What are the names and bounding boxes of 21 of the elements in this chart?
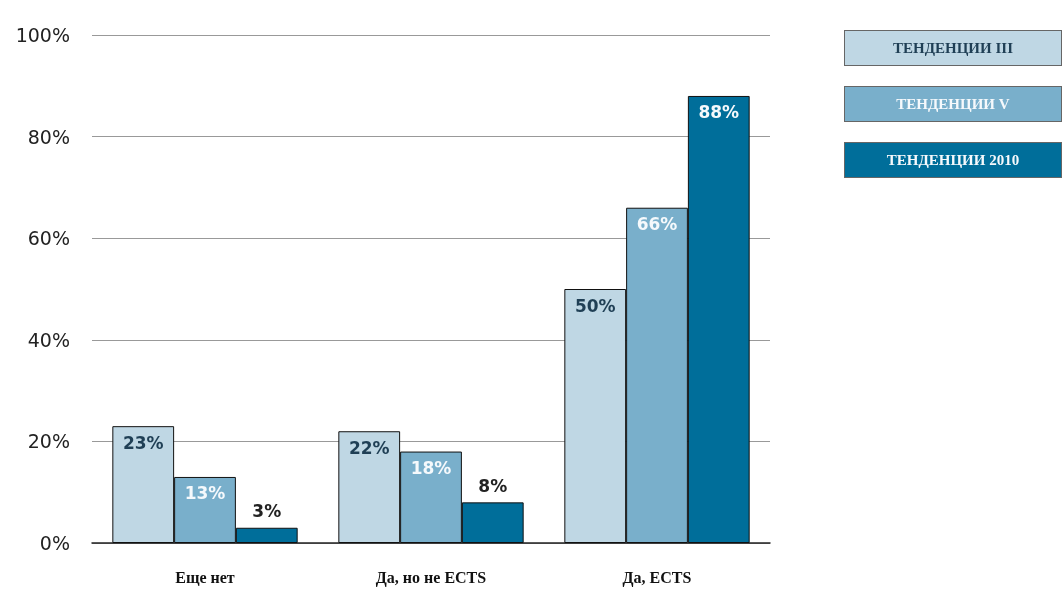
x-tick-label: Да, ECTS [622,568,692,587]
text: ТЕНДЕНЦИИ V [844,86,1062,122]
y-tick-label: 0% [39,532,70,554]
x-tick-label: Еще нет [175,568,235,586]
data-label: 22% [348,437,390,458]
y-tick-label: 60% [27,227,70,250]
data-label: 88% [698,102,740,123]
y-tick-label: 40% [27,328,70,351]
data-label: 3% [252,501,282,522]
data-label: 50% [574,295,616,316]
y-tick-label: 20% [27,430,70,453]
y-tick-label: 80% [27,125,70,148]
x-tick-label: Да, но не ECTS [375,568,487,587]
data-label: 8% [478,475,508,496]
data-label: 23% [122,432,164,453]
data-label: 66% [636,214,678,235]
y-tick-label: 100% [15,24,70,46]
data-label: 13% [184,483,226,504]
text: ТЕНДЕНЦИИ 2010 [844,142,1062,178]
text: ТЕНДЕНЦИИ III [844,30,1062,66]
data-label: 18% [410,458,452,479]
